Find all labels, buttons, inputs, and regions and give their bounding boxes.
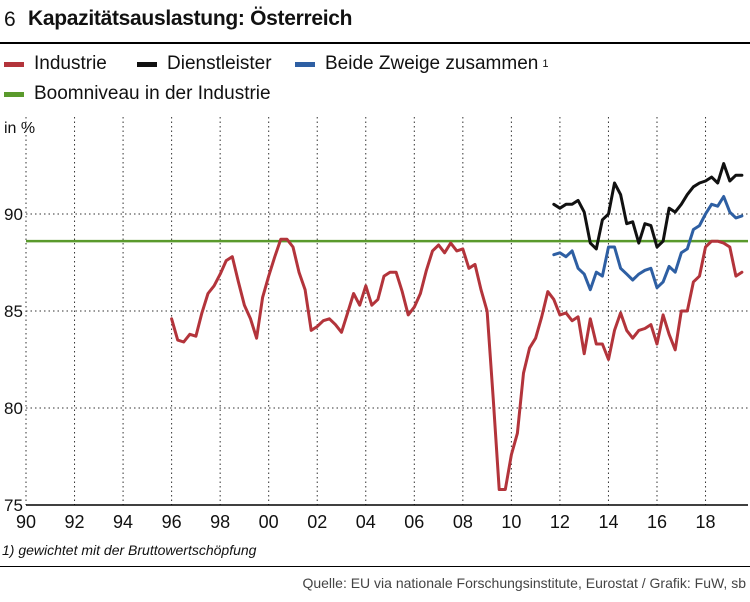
- legend-item-industrie: Industrie: [4, 53, 107, 75]
- y-tick-label-80: 80: [4, 399, 23, 418]
- x-tick-label-94: 94: [113, 512, 133, 532]
- series-line-industrie: [170, 237, 744, 491]
- x-tick-label-14: 14: [598, 512, 618, 532]
- y-tick-label-90: 90: [4, 205, 23, 224]
- x-tick-label-04: 04: [356, 512, 376, 532]
- x-tick-label-10: 10: [501, 512, 521, 532]
- title-rule: [0, 42, 750, 44]
- legend-swatch-dienstleister: [137, 61, 157, 67]
- chart-title: Kapazitätsauslastung: Österreich: [28, 7, 353, 30]
- legend-swatch-beide-zweige: [295, 61, 315, 67]
- legend-item-boomniveau: Boomniveau in der Industrie: [4, 83, 271, 105]
- y-tick-labels: 75 80 85 90: [4, 205, 23, 515]
- grid-lines: [25, 117, 748, 506]
- source-line: Quelle: EU via nationale Forschungsinsti…: [302, 575, 746, 591]
- x-tick-label-12: 12: [550, 512, 570, 532]
- footer-rule: [0, 566, 750, 567]
- y-tick-label-75: 75: [4, 496, 23, 515]
- x-tick-label-90: 90: [16, 512, 36, 532]
- legend-label-industrie: Industrie: [34, 53, 107, 74]
- x-tick-label-98: 98: [210, 512, 230, 532]
- footnote: 1) gewichtet mit der Bruttowertschöpfung: [2, 542, 257, 558]
- x-tick-label-06: 06: [404, 512, 424, 532]
- x-tick-label-02: 02: [307, 512, 327, 532]
- series-line-dienstleister: [552, 162, 744, 251]
- series-line-beide-zweige: [552, 195, 744, 292]
- line-chart: 75 80 85 90 90 92 94 96 98 00 02 04 06 08 10 12 14 16 18: [4, 117, 748, 532]
- legend-swatch-boomniveau: [4, 91, 24, 97]
- x-tick-labels: 90 92 94 96 98 00 02 04 06 08 10 12 14 16 18: [16, 512, 716, 532]
- y-tick-label-85: 85: [4, 302, 23, 321]
- legend-footnote-marker: 1: [542, 58, 549, 70]
- chart-number: 6: [4, 8, 16, 31]
- legend-label-beide-zweige: Beide Zweige zusammen: [325, 53, 539, 74]
- legend-label-dienstleister: Dienstleister: [167, 53, 272, 74]
- x-tick-label-96: 96: [162, 512, 182, 532]
- legend-label-boomniveau: Boomniveau in der Industrie: [34, 83, 271, 104]
- x-tick-label-16: 16: [647, 512, 667, 532]
- x-tick-label-00: 00: [259, 512, 279, 532]
- legend-item-beide-zweige: Beide Zweige zusammen 1: [295, 53, 548, 75]
- legend-swatch-industrie: [4, 61, 24, 67]
- x-tick-label-92: 92: [65, 512, 85, 532]
- x-tick-label-18: 18: [696, 512, 716, 532]
- x-tick-label-08: 08: [453, 512, 473, 532]
- series-lines: [170, 162, 744, 491]
- legend-item-dienstleister: Dienstleister: [137, 53, 272, 75]
- y-axis-label: in %: [4, 120, 36, 137]
